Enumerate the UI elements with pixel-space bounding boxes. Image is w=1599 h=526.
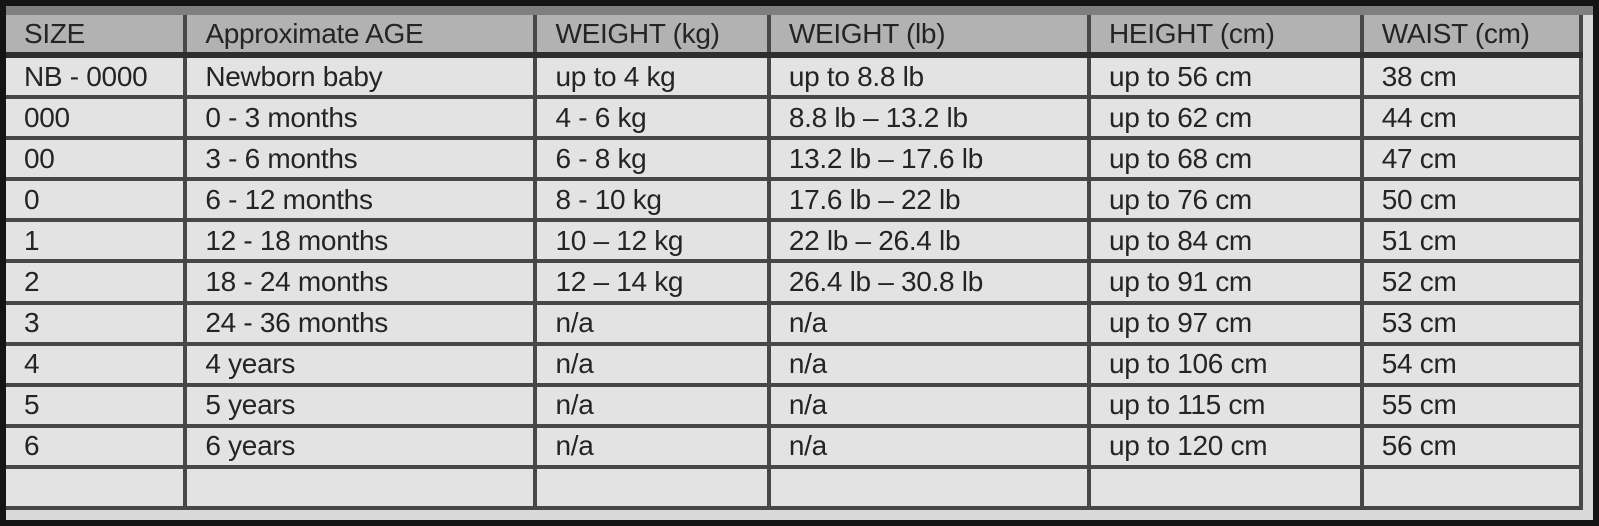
cell-height: up to 56 cm — [1090, 58, 1364, 96]
header-cell-weight-kg: WEIGHT (kg) — [537, 15, 771, 53]
header-cell-approximate-age: Approximate AGE — [187, 15, 538, 53]
cell-height: up to 97 cm — [1090, 304, 1364, 342]
cell-age: Newborn baby — [187, 58, 538, 96]
cell-age — [187, 468, 538, 506]
header-cell-weight-lb: WEIGHT (lb) — [770, 15, 1091, 53]
header-cell-waist-cm: WAIST (cm) — [1363, 15, 1583, 53]
cell-weight-lb: 26.4 lb – 30.8 lb — [770, 263, 1091, 301]
table-row: NB - 0000 Newborn baby up to 4 kg up to … — [6, 58, 1583, 100]
cell-size: NB - 0000 — [6, 58, 188, 96]
cell-weight-lb: 13.2 lb – 17.6 lb — [770, 140, 1091, 178]
cell-waist: 53 cm — [1363, 304, 1583, 342]
cell-waist: 38 cm — [1363, 58, 1583, 96]
cell-size: 4 — [6, 345, 188, 383]
cell-height: up to 62 cm — [1090, 99, 1364, 137]
cell-weight-kg: up to 4 kg — [537, 58, 771, 96]
cell-size: 00 — [6, 140, 188, 178]
cell-age: 24 - 36 months — [187, 304, 538, 342]
cell-age: 12 - 18 months — [187, 222, 538, 260]
cell-waist: 47 cm — [1363, 140, 1583, 178]
cell-weight-lb: 22 lb – 26.4 lb — [770, 222, 1091, 260]
header-row: SIZE Approximate AGE WEIGHT (kg) WEIGHT … — [6, 15, 1583, 59]
cell-age: 6 - 12 months — [187, 181, 538, 219]
cell-weight-lb — [770, 468, 1091, 506]
cell-size: 2 — [6, 263, 188, 301]
cell-size: 6 — [6, 427, 188, 465]
cell-height — [1090, 468, 1364, 506]
cell-weight-kg: 10 – 12 kg — [537, 222, 771, 260]
cell-waist: 56 cm — [1363, 427, 1583, 465]
cell-waist: 51 cm — [1363, 222, 1583, 260]
cell-weight-lb: up to 8.8 lb — [770, 58, 1091, 96]
cell-size: 0 — [6, 181, 188, 219]
cell-weight-lb: n/a — [770, 386, 1091, 424]
cell-age: 6 years — [187, 427, 538, 465]
cell-weight-lb: n/a — [770, 304, 1091, 342]
cell-size — [6, 468, 188, 506]
cell-age: 5 years — [187, 386, 538, 424]
cell-weight-lb: n/a — [770, 427, 1091, 465]
table-row: 6 6 years n/a n/a up to 120 cm 56 cm — [6, 427, 1583, 469]
cell-waist: 54 cm — [1363, 345, 1583, 383]
cell-weight-kg — [537, 468, 771, 506]
cell-age: 18 - 24 months — [187, 263, 538, 301]
cell-weight-kg: 12 – 14 kg — [537, 263, 771, 301]
cell-age: 0 - 3 months — [187, 99, 538, 137]
cell-age: 3 - 6 months — [187, 140, 538, 178]
cell-weight-kg: n/a — [537, 345, 771, 383]
cell-weight-lb: 8.8 lb – 13.2 lb — [770, 99, 1091, 137]
cell-weight-kg: 4 - 6 kg — [537, 99, 771, 137]
table-row: 0 6 - 12 months 8 - 10 kg 17.6 lb – 22 l… — [6, 181, 1583, 223]
cell-height: up to 120 cm — [1090, 427, 1364, 465]
cell-height: up to 68 cm — [1090, 140, 1364, 178]
cell-height: up to 106 cm — [1090, 345, 1364, 383]
cell-height: up to 76 cm — [1090, 181, 1364, 219]
cell-size: 5 — [6, 386, 188, 424]
cell-weight-kg: n/a — [537, 427, 771, 465]
table-content-area: SIZE Approximate AGE WEIGHT (kg) WEIGHT … — [6, 15, 1593, 520]
header-cell-size: SIZE — [6, 15, 188, 53]
cell-waist — [1363, 468, 1583, 506]
cell-size: 000 — [6, 99, 188, 137]
table-row: 2 18 - 24 months 12 – 14 kg 26.4 lb – 30… — [6, 263, 1583, 305]
table-row: 1 12 - 18 months 10 – 12 kg 22 lb – 26.4… — [6, 222, 1583, 264]
table-row: 000 0 - 3 months 4 - 6 kg 8.8 lb – 13.2 … — [6, 99, 1583, 141]
size-chart-table: SIZE Approximate AGE WEIGHT (kg) WEIGHT … — [6, 15, 1583, 510]
cell-size: 3 — [6, 304, 188, 342]
table-row: 5 5 years n/a n/a up to 115 cm 55 cm — [6, 386, 1583, 428]
cell-waist: 50 cm — [1363, 181, 1583, 219]
table-row: 4 4 years n/a n/a up to 106 cm 54 cm — [6, 345, 1583, 387]
cell-size: 1 — [6, 222, 188, 260]
cell-waist: 55 cm — [1363, 386, 1583, 424]
cell-waist: 52 cm — [1363, 263, 1583, 301]
cell-height: up to 115 cm — [1090, 386, 1364, 424]
cell-weight-kg: n/a — [537, 304, 771, 342]
cell-waist: 44 cm — [1363, 99, 1583, 137]
table-top-strip — [6, 6, 1593, 15]
cell-weight-kg: 6 - 8 kg — [537, 140, 771, 178]
cell-weight-lb: n/a — [770, 345, 1091, 383]
cell-weight-lb: 17.6 lb – 22 lb — [770, 181, 1091, 219]
table-row — [6, 468, 1583, 510]
cell-height: up to 84 cm — [1090, 222, 1364, 260]
cell-weight-kg: 8 - 10 kg — [537, 181, 771, 219]
cell-height: up to 91 cm — [1090, 263, 1364, 301]
table-row: 3 24 - 36 months n/a n/a up to 97 cm 53 … — [6, 304, 1583, 346]
cell-weight-kg: n/a — [537, 386, 771, 424]
header-cell-height-cm: HEIGHT (cm) — [1090, 15, 1364, 53]
table-row: 00 3 - 6 months 6 - 8 kg 13.2 lb – 17.6 … — [6, 140, 1583, 182]
cell-age: 4 years — [187, 345, 538, 383]
